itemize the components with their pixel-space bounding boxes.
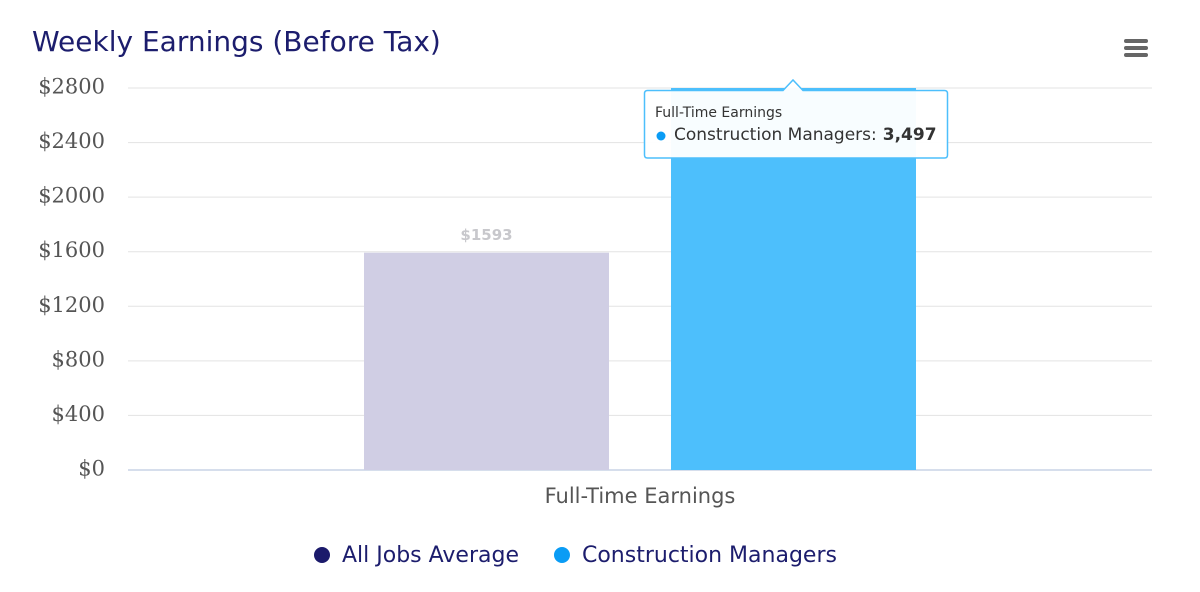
tooltip-header: Full-Time Earnings (655, 105, 782, 121)
tooltip-text: Construction Managers: (674, 125, 877, 145)
tooltip-value: 3,497 (883, 125, 937, 145)
y-tick-label: $1600 (38, 238, 105, 262)
y-tick-label: $2400 (38, 129, 105, 153)
chart-title: Weekly Earnings (Before Tax) (32, 25, 441, 58)
tooltip: Full-Time Earnings Construction Managers:… (643, 78, 949, 159)
y-tick-label: $2800 (38, 75, 105, 99)
data-label: $1593 (460, 226, 512, 244)
y-tick-label: $1200 (38, 293, 105, 317)
legend-marker (553, 547, 570, 563)
legend-label: Construction Managers (582, 543, 837, 568)
legend-item[interactable]: Construction Managers (553, 543, 837, 568)
tooltip-box (643, 78, 949, 159)
menu-button[interactable] (1124, 39, 1148, 57)
tooltip-marker (656, 131, 666, 141)
y-tick-label: $800 (52, 347, 105, 371)
x-tick-label: Full-Time Earnings (545, 484, 736, 508)
bar (364, 252, 609, 470)
legend-marker (314, 547, 330, 563)
bar (671, 88, 916, 471)
legend-label: All Jobs Average (342, 543, 519, 568)
y-tick-label: $400 (52, 402, 105, 426)
legend-item[interactable]: All Jobs Average (314, 543, 519, 568)
y-tick-label: $2000 (38, 184, 105, 208)
y-tick-label: $0 (78, 457, 105, 481)
